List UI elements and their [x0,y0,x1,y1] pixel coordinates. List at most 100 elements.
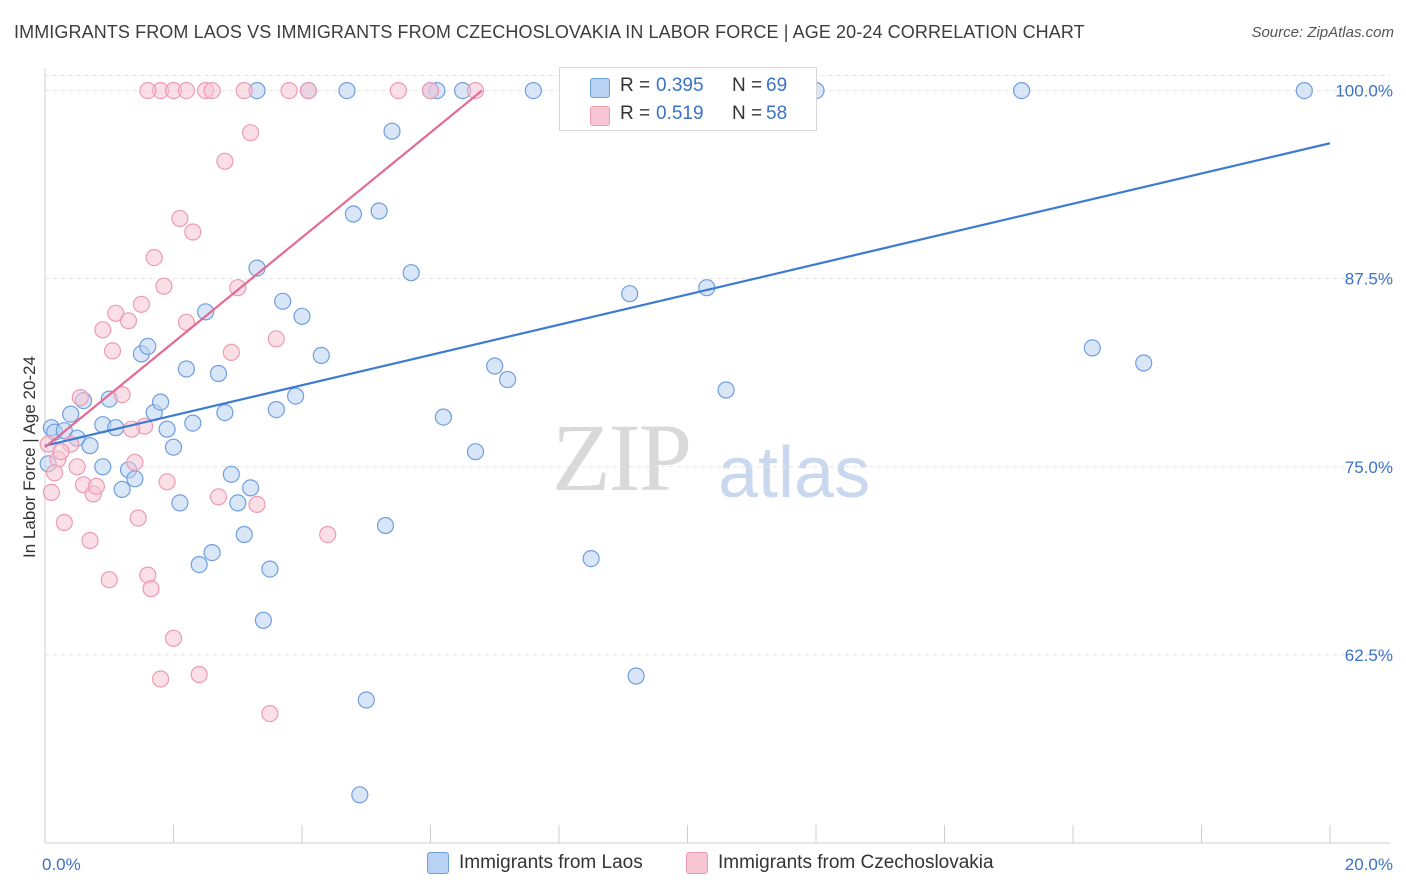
pink-point [107,304,125,322]
trend-lines [44,89,1331,449]
pink-point [132,295,150,313]
blue-point [203,543,221,562]
x-tick-label-max: 20.0% [1345,855,1393,874]
pink-point [113,386,131,404]
legend-r-label: R = [620,103,651,124]
blue-point [1135,354,1153,372]
pink-point [299,81,317,100]
gridlines [45,75,1390,656]
legend-row-laos: R = 0.395 N = 69 [560,73,816,101]
blue-point [402,264,420,282]
pink-point [171,209,189,228]
blue-point [235,525,253,544]
blue-point [370,202,388,220]
blue-point [209,364,228,383]
pink-point [100,571,118,589]
legend-r-value-laos: 0.395 [656,75,704,96]
blue-point [717,381,735,399]
series-swatch-laos [427,852,449,874]
pink-point [319,525,337,544]
pink-point [184,223,202,241]
correlation-legend: R = 0.395 N = 69 R = 0.519 N = 58 [559,67,817,131]
pink-point [222,343,240,361]
blue-point [274,292,292,310]
blue-point [94,458,112,476]
watermark-zip: ZIP [552,404,692,511]
pink-point [42,483,61,501]
blue-point [139,337,157,355]
legend-r-value-czech: 0.519 [656,103,704,124]
y-tick-label: 100.0% [1335,82,1393,101]
pink-point [209,488,228,506]
y-axis-label: In Labor Force | Age 20-24 [20,356,39,558]
pink-point [203,81,221,100]
blue-point [287,387,305,405]
legend-r-label: R = [620,75,651,96]
blue-point [524,81,542,100]
blue-point [184,414,202,432]
pink-point [103,342,122,360]
blue-point [216,404,234,422]
blue-point [293,307,311,325]
pink-point [94,321,112,339]
blue-point [357,691,375,709]
series-legend-czech[interactable]: Immigrants from Czechoslovakia [686,852,994,874]
legend-n-label: N = [732,103,763,124]
watermark-atlas: atlas [718,433,871,513]
blue-point [152,393,170,411]
pink-point [235,81,253,100]
pink-point [242,124,260,142]
pink-point [87,477,106,495]
blue-point [190,555,208,574]
pink-point [145,249,163,267]
blue-point [499,370,517,389]
chart-title: IMMIGRANTS FROM LAOS VS IMMIGRANTS FROM … [14,22,1085,42]
pink-point [81,531,99,550]
blue-point [627,667,645,685]
pink-point [119,312,138,330]
blue-point [267,401,285,419]
pink-point [389,81,407,100]
legend-n-value-laos: 69 [766,75,788,96]
pink-point [45,464,64,482]
blue-point [113,480,131,498]
y-tick-label: 75.0% [1345,458,1393,477]
blue-point [466,443,485,461]
legend-n-value-czech: 58 [766,103,788,124]
pink-point [164,629,183,647]
blue-point [376,516,395,535]
blue-point [434,408,452,426]
blue-point [486,357,504,375]
blue-point [177,360,195,378]
blue-point [158,420,176,438]
blue-point [197,303,215,321]
blue-point [1012,81,1031,100]
pink-point [155,277,173,295]
source-label: Source: ZipAtlas.com [1251,24,1394,41]
pink-point [421,81,440,100]
pink-point [71,389,89,407]
y-tick-label: 87.5% [1345,270,1393,289]
pink-point [142,580,160,598]
blue-point [621,285,639,303]
blue-point [164,438,183,456]
legend-row-czech: R = 0.519 N = 58 [560,101,816,129]
blue-point [171,494,189,512]
series-legend: Immigrants from Laos Immigrants from Cze… [0,852,1406,878]
blue-point [582,549,600,568]
blue-trend-line [44,142,1331,447]
series-legend-laos[interactable]: Immigrants from Laos [427,852,643,874]
blue-point [81,437,99,455]
pink-point [177,81,195,100]
blue-point [351,786,369,804]
x-tick-label-min: 0.0% [42,855,81,874]
blue-point [1295,81,1313,100]
legend-swatch-laos [590,78,610,98]
pink-point [158,473,176,491]
blue-point [254,611,272,629]
y-tick-label: 62.5% [1345,646,1393,665]
series-label-laos: Immigrants from Laos [459,852,643,873]
blue-point [222,465,240,483]
data-points [39,81,1313,804]
